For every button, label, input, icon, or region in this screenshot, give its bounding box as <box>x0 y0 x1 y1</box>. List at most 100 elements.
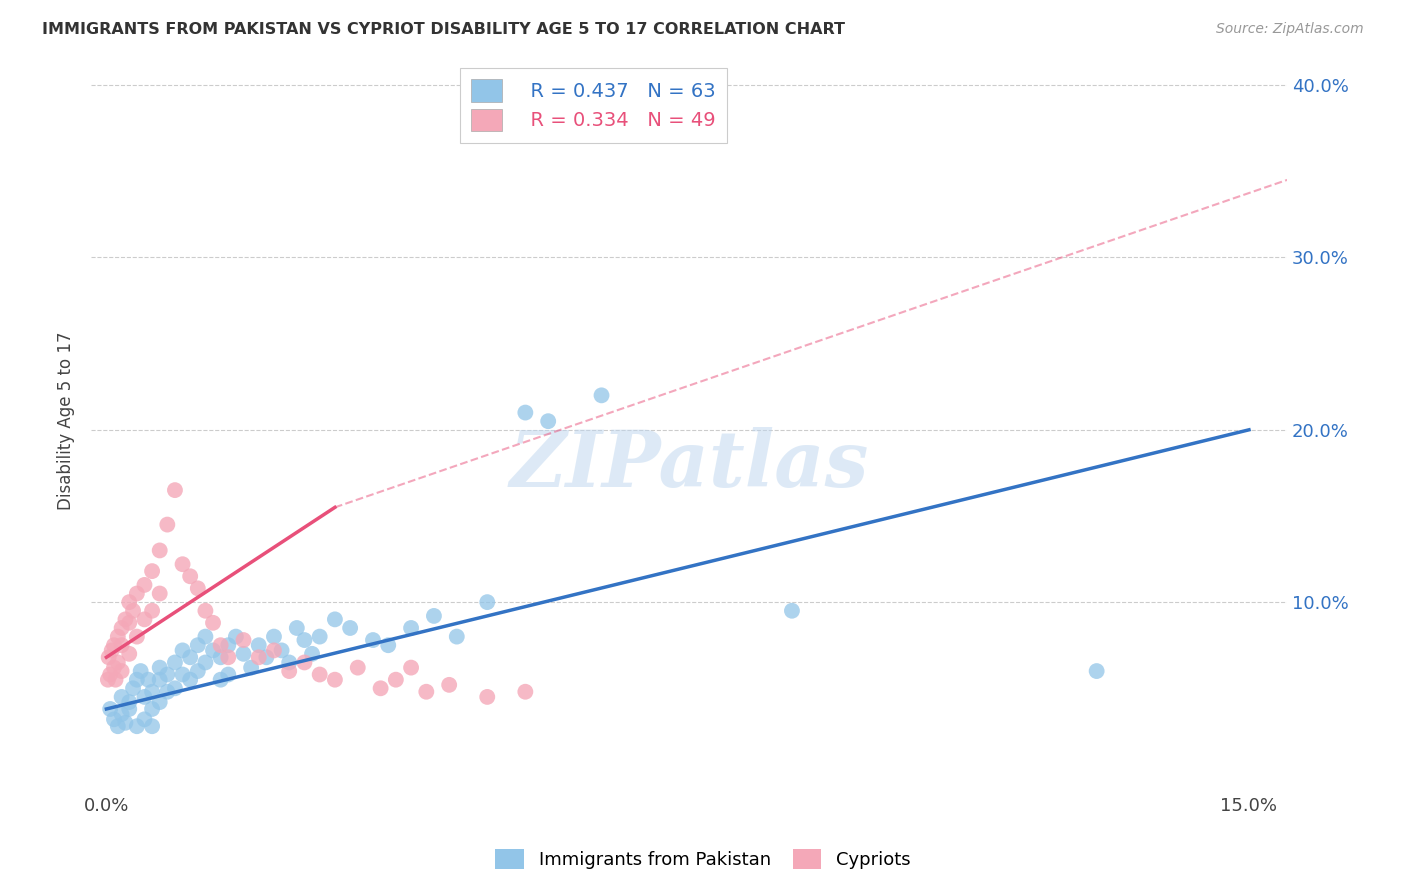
Point <box>134 712 156 726</box>
Point <box>114 715 136 730</box>
Point <box>361 633 384 648</box>
Point <box>437 678 460 692</box>
Point <box>515 685 537 699</box>
Point <box>263 630 285 644</box>
Point <box>780 604 803 618</box>
Point <box>125 673 148 687</box>
Point <box>98 667 121 681</box>
Point <box>103 712 125 726</box>
Point <box>163 681 186 696</box>
Point <box>125 586 148 600</box>
Point <box>209 638 232 652</box>
Point <box>141 604 163 618</box>
Point <box>270 643 292 657</box>
Point <box>415 685 437 699</box>
Point <box>294 633 316 648</box>
Point <box>399 660 422 674</box>
Point <box>285 621 308 635</box>
Point <box>187 664 209 678</box>
Point <box>118 702 141 716</box>
Point <box>308 630 330 644</box>
Point <box>194 604 217 618</box>
Point <box>172 667 194 681</box>
Point <box>247 650 270 665</box>
Text: ZIPatlas: ZIPatlas <box>509 427 869 504</box>
Point <box>179 569 201 583</box>
Point <box>141 702 163 716</box>
Point <box>477 690 499 704</box>
Point <box>278 664 301 678</box>
Point <box>163 483 186 497</box>
Point <box>114 612 136 626</box>
Point <box>118 595 141 609</box>
Point <box>232 633 254 648</box>
Point <box>323 612 346 626</box>
Point <box>217 638 239 652</box>
Point <box>263 643 285 657</box>
Point <box>346 660 368 674</box>
Point <box>125 719 148 733</box>
Point <box>217 650 239 665</box>
Point <box>136 673 159 687</box>
Point <box>179 673 201 687</box>
Text: IMMIGRANTS FROM PAKISTAN VS CYPRIOT DISABILITY AGE 5 TO 17 CORRELATION CHART: IMMIGRANTS FROM PAKISTAN VS CYPRIOT DISA… <box>42 22 845 37</box>
Point <box>278 656 301 670</box>
Point <box>591 388 613 402</box>
Point <box>172 643 194 657</box>
Y-axis label: Disability Age 5 to 17: Disability Age 5 to 17 <box>58 332 75 510</box>
Point <box>107 656 129 670</box>
Point <box>156 667 179 681</box>
Point <box>118 647 141 661</box>
Point <box>377 638 399 652</box>
Point <box>107 719 129 733</box>
Point <box>240 660 263 674</box>
Point <box>156 685 179 699</box>
Point <box>97 650 120 665</box>
Point <box>122 604 145 618</box>
Point <box>149 543 172 558</box>
Point <box>225 630 247 644</box>
Point <box>179 650 201 665</box>
Point <box>111 664 134 678</box>
Point <box>149 586 172 600</box>
Point <box>118 615 141 630</box>
Point <box>323 673 346 687</box>
Point <box>308 667 330 681</box>
Point <box>217 667 239 681</box>
Point <box>1085 664 1108 678</box>
Point <box>194 656 217 670</box>
Point <box>107 630 129 644</box>
Point <box>111 621 134 635</box>
Point <box>122 681 145 696</box>
Point <box>254 650 277 665</box>
Point <box>97 673 120 687</box>
Point <box>209 673 232 687</box>
Point <box>163 656 186 670</box>
Point <box>202 643 225 657</box>
Point <box>385 673 408 687</box>
Point <box>141 685 163 699</box>
Point <box>232 647 254 661</box>
Point <box>141 564 163 578</box>
Point <box>149 673 172 687</box>
Point <box>477 595 499 609</box>
Point <box>172 558 194 572</box>
Point <box>446 630 468 644</box>
Point <box>129 664 152 678</box>
Point <box>149 660 172 674</box>
Point <box>134 578 156 592</box>
Point <box>202 615 225 630</box>
Point <box>103 660 125 674</box>
Point <box>134 612 156 626</box>
Point <box>141 719 163 733</box>
Point <box>125 630 148 644</box>
Point <box>104 673 127 687</box>
Point <box>301 647 323 661</box>
Point <box>187 582 209 596</box>
Point <box>370 681 392 696</box>
Point <box>111 638 134 652</box>
Point <box>111 690 134 704</box>
Point <box>423 608 446 623</box>
Legend: Immigrants from Pakistan, Cypriots: Immigrants from Pakistan, Cypriots <box>486 839 920 879</box>
Point <box>339 621 361 635</box>
